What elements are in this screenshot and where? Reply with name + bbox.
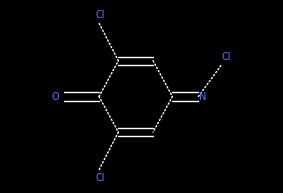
Text: Cl: Cl	[222, 52, 231, 62]
Text: N: N	[199, 91, 206, 102]
Text: O: O	[52, 91, 59, 102]
Text: Cl: Cl	[95, 173, 105, 183]
Text: Cl: Cl	[95, 10, 105, 20]
